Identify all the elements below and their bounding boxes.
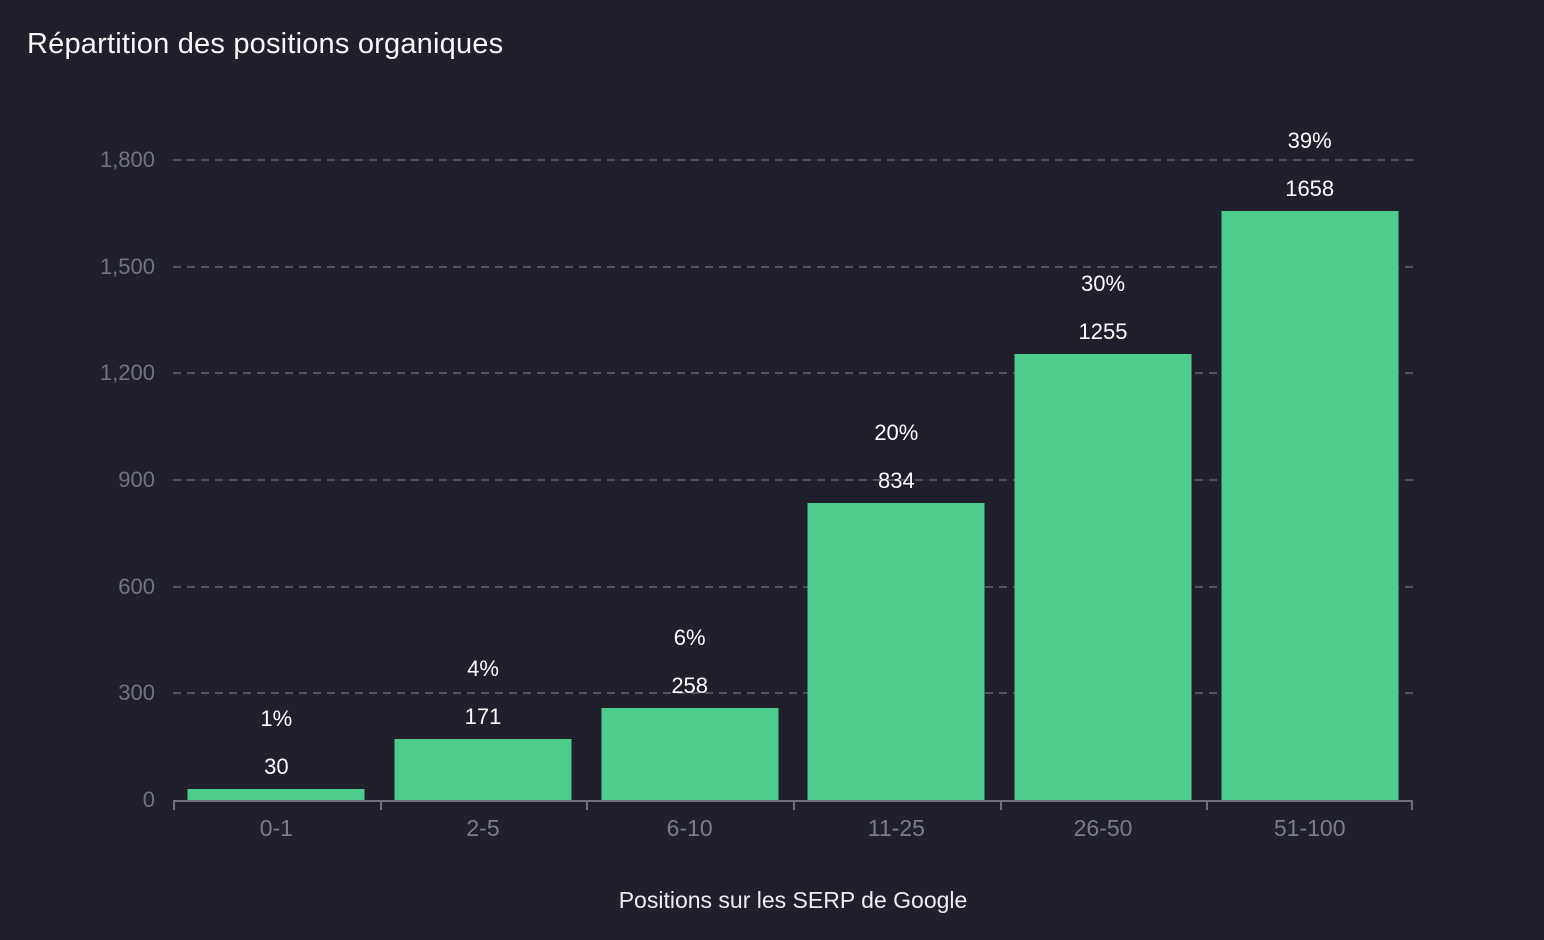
bar-value-label: 171 xyxy=(464,704,502,730)
bar xyxy=(807,503,985,800)
y-axis-tick-label: 0 xyxy=(142,787,155,812)
plot-area: 30 1% 0-1 171 4% 2-5 258 6% 6-10 834 20% 11-25 1255 3… xyxy=(173,128,1413,841)
x-axis-tick-mark xyxy=(379,800,382,810)
chart-title: Répartition des positions organiques xyxy=(27,28,504,60)
y-axis-tick-label: 600 xyxy=(118,573,155,599)
bar-value-label: 1658 xyxy=(1285,175,1335,201)
bar-group: 258 6% 6-10 xyxy=(586,160,793,841)
x-axis-tick-mark xyxy=(1411,800,1413,810)
gridline xyxy=(173,372,1413,375)
x-axis-tick-mark xyxy=(793,800,795,810)
bar xyxy=(1221,210,1399,800)
bars-layer: 30 1% 0-1 171 4% 2-5 258 6% 6-10 834 20% 11-25 1255 3… xyxy=(173,128,1413,841)
bar-percent-label: 4% xyxy=(467,656,499,682)
y-axis: 0 300 600 900 1,200 1,500 1,800 xyxy=(0,147,155,812)
bar-percent-label: 6% xyxy=(673,625,706,651)
y-axis-tick-label: 1,800 xyxy=(99,147,155,172)
bar-value-label: 834 xyxy=(877,468,915,494)
gridline xyxy=(173,479,1413,481)
y-axis-tick-label: 1,500 xyxy=(99,253,155,279)
bar xyxy=(187,789,365,800)
gridline xyxy=(173,692,1413,695)
x-axis-tick-mark xyxy=(1206,800,1209,810)
gridline xyxy=(173,159,1413,161)
x-axis-tick-label: 26-50 xyxy=(1073,815,1133,841)
x-axis-tick-label: 11-25 xyxy=(867,815,925,841)
y-axis-tick-label: 1,200 xyxy=(99,360,155,386)
x-axis-tick-mark xyxy=(173,800,175,810)
bar xyxy=(394,739,572,800)
bar-value-label: 258 xyxy=(671,673,709,699)
gridline xyxy=(173,265,1413,268)
bar xyxy=(601,708,779,800)
bar-percent-label: 39% xyxy=(1287,127,1332,153)
y-axis-tick-label: 300 xyxy=(118,680,155,706)
x-axis-tick-label: 0-1 xyxy=(259,815,293,841)
bar-group: 171 4% 2-5 xyxy=(380,160,587,841)
bar-group: 30 1% 0-1 xyxy=(173,160,380,841)
x-axis-tick-mark xyxy=(586,800,589,810)
gridline xyxy=(173,585,1413,588)
bar-percent-label: 20% xyxy=(874,420,919,446)
bar-group: 834 20% 11-25 xyxy=(793,160,1000,841)
bar-percent-label: 30% xyxy=(1080,270,1126,296)
bar xyxy=(1014,353,1192,800)
y-axis-tick-label: 900 xyxy=(118,467,155,492)
bar-percent-label: 1% xyxy=(260,706,293,732)
bar-group: 1658 39% 51-100 xyxy=(1206,128,1413,841)
x-axis-tick-mark xyxy=(999,800,1002,810)
bar-group: 1255 30% 26-50 xyxy=(1000,160,1207,841)
x-axis-tick-label: 51-100 xyxy=(1273,815,1346,841)
bar-value-label: 1255 xyxy=(1078,318,1128,344)
x-axis-title: Positions sur les SERP de Google xyxy=(618,887,968,913)
x-axis-tick-label: 6-10 xyxy=(666,815,713,841)
bar-value-label: 30 xyxy=(264,754,289,780)
x-axis-tick-label: 2-5 xyxy=(466,815,500,841)
